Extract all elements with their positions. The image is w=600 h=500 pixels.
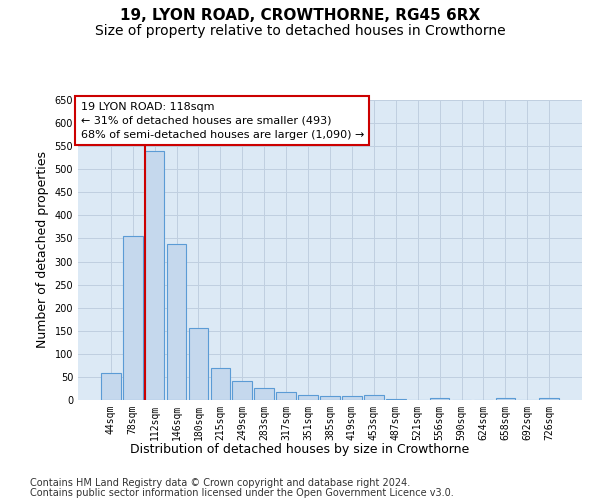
Text: Contains public sector information licensed under the Open Government Licence v3: Contains public sector information licen… — [30, 488, 454, 498]
Text: Distribution of detached houses by size in Crowthorne: Distribution of detached houses by size … — [130, 442, 470, 456]
Bar — [320, 396, 340, 400]
Bar — [211, 368, 230, 400]
Text: 19, LYON ROAD, CROWTHORNE, RG45 6RX: 19, LYON ROAD, CROWTHORNE, RG45 6RX — [120, 8, 480, 22]
Bar — [123, 236, 143, 400]
Text: Size of property relative to detached houses in Crowthorne: Size of property relative to detached ho… — [95, 24, 505, 38]
Y-axis label: Number of detached properties: Number of detached properties — [36, 152, 49, 348]
Text: Contains HM Land Registry data © Crown copyright and database right 2024.: Contains HM Land Registry data © Crown c… — [30, 478, 410, 488]
Bar — [145, 151, 164, 400]
Bar — [430, 398, 449, 400]
Bar — [254, 388, 274, 400]
Bar — [386, 398, 406, 400]
Bar — [342, 396, 362, 400]
Bar — [101, 373, 121, 400]
Bar — [298, 396, 318, 400]
Text: 19 LYON ROAD: 118sqm
← 31% of detached houses are smaller (493)
68% of semi-deta: 19 LYON ROAD: 118sqm ← 31% of detached h… — [80, 102, 364, 140]
Bar — [167, 244, 187, 400]
Bar — [232, 380, 252, 400]
Bar — [188, 328, 208, 400]
Bar — [496, 398, 515, 400]
Bar — [276, 392, 296, 400]
Bar — [539, 398, 559, 400]
Bar — [364, 396, 384, 400]
